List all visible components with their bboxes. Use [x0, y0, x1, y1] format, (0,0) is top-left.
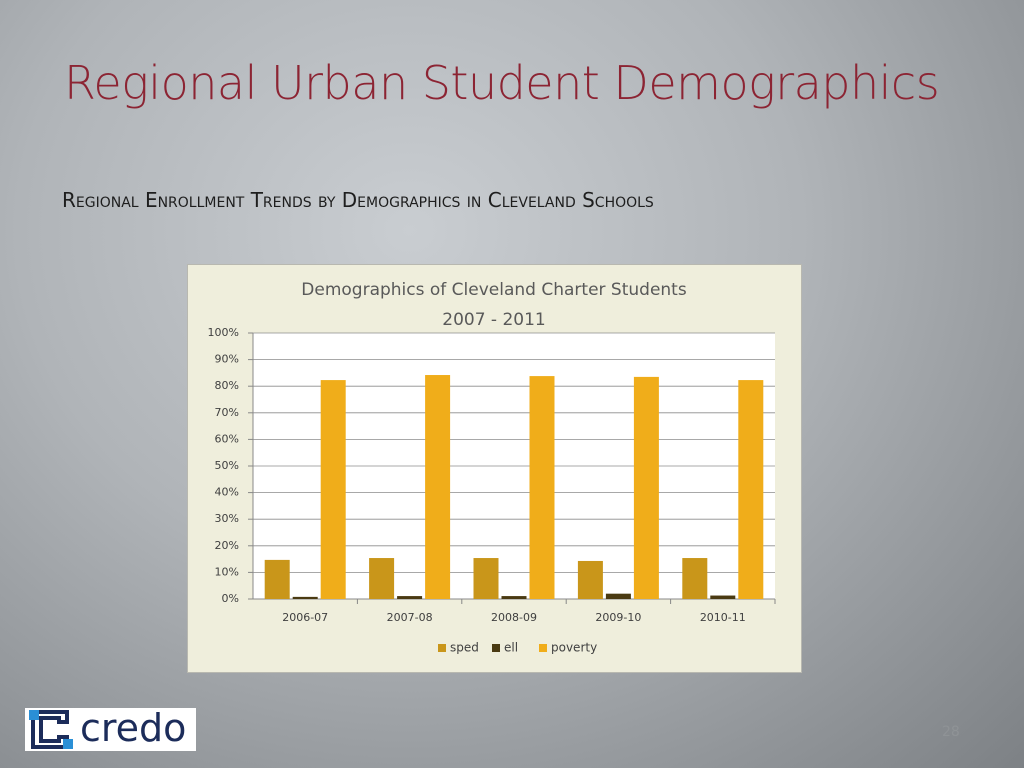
bar [264, 559, 290, 599]
logo: credo [25, 706, 196, 751]
y-tick-label: 40% [215, 486, 239, 499]
legend-swatch [438, 644, 446, 652]
y-tick-label: 30% [215, 512, 239, 525]
y-tick-label: 70% [215, 406, 239, 419]
bar [425, 375, 451, 599]
bar [577, 560, 603, 599]
bar [397, 596, 423, 599]
y-tick-label: 60% [215, 432, 239, 445]
chart-title: Demographics of Cleveland Charter Studen… [301, 280, 687, 300]
legend-label: ell [504, 641, 518, 655]
x-tick-label: 2010-11 [700, 611, 746, 624]
y-tick-label: 20% [215, 539, 239, 552]
page-number: 28 [942, 724, 960, 740]
slide-subtitle: Regional Enrollment Trends by Demographi… [62, 188, 654, 212]
bar [292, 596, 318, 599]
bar [710, 595, 736, 599]
bar [473, 558, 499, 599]
bar [633, 376, 659, 599]
legend-label: sped [450, 641, 479, 655]
bar [738, 380, 764, 599]
y-tick-label: 100% [208, 326, 239, 339]
bar [605, 593, 631, 599]
y-tick-label: 0% [222, 592, 239, 605]
bar [501, 596, 527, 599]
chart-subtitle: 2007 - 2011 [442, 310, 545, 330]
y-tick-label: 90% [215, 353, 239, 366]
legend-swatch [492, 644, 500, 652]
logo-icon [29, 710, 73, 749]
x-tick-label: 2008-09 [491, 611, 537, 624]
bar [369, 558, 395, 599]
x-tick-label: 2006-07 [282, 611, 328, 624]
y-tick-label: 10% [215, 565, 239, 578]
logo-text: credo [80, 706, 187, 750]
bar [529, 376, 555, 599]
legend-label: poverty [551, 641, 597, 655]
chart: Demographics of Cleveland Charter Studen… [187, 264, 802, 673]
legend-swatch [539, 644, 547, 652]
bar [682, 558, 708, 599]
y-tick-label: 80% [215, 379, 239, 392]
bar [320, 380, 346, 599]
slide-title: Regional Urban Student Demographics [64, 56, 940, 110]
y-tick-label: 50% [215, 459, 239, 472]
x-tick-label: 2009-10 [595, 611, 641, 624]
x-tick-label: 2007-08 [387, 611, 433, 624]
